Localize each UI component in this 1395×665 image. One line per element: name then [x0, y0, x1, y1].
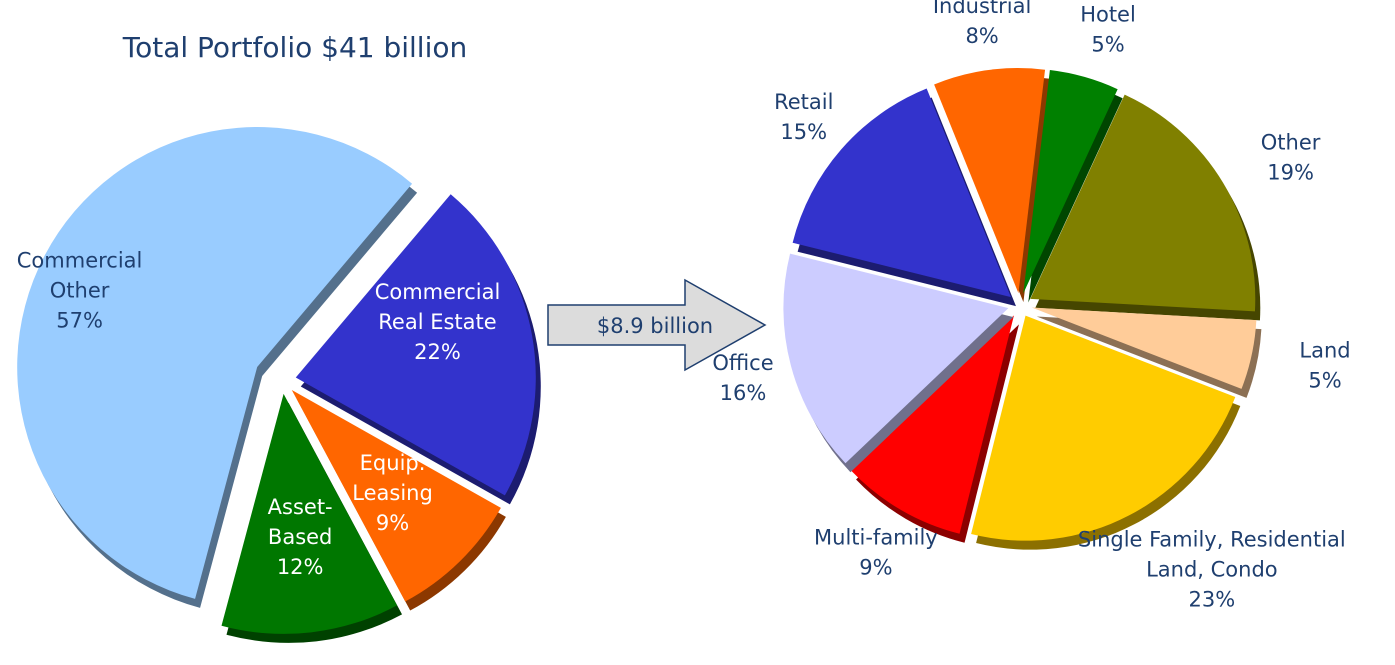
slice — [971, 315, 1236, 541]
slice — [295, 194, 536, 496]
value-label: 9% — [859, 556, 892, 580]
value-label: 16% — [720, 381, 767, 405]
value-label: 9% — [376, 511, 409, 535]
slice-label: Multi-family — [814, 526, 938, 550]
slice-label: Hotel — [1080, 2, 1136, 26]
slice — [1030, 94, 1256, 312]
slice-label: Equip. Leasing — [352, 451, 433, 505]
value-label: 19% — [1267, 160, 1314, 184]
value-label: 15% — [780, 120, 827, 144]
slice-label: Retail — [774, 90, 833, 114]
slice-label: Commercial Real Estate — [375, 280, 501, 334]
slice-label: Asset-Based — [268, 495, 333, 549]
slice — [792, 88, 1011, 298]
slice-label: Commercial Other — [17, 248, 143, 302]
slice — [17, 127, 413, 599]
slice — [851, 315, 1014, 534]
slice-label: Land — [1299, 339, 1350, 363]
value-label: 5% — [1091, 32, 1124, 56]
value-label: 57% — [56, 308, 103, 332]
arrow-label: $8.9 billion — [597, 314, 713, 338]
value-label: 22% — [414, 340, 461, 364]
slice — [1031, 307, 1257, 389]
value-label: 12% — [277, 555, 324, 579]
value-label: 5% — [1308, 369, 1341, 393]
value-label: 23% — [1189, 587, 1236, 611]
arrow — [547, 278, 767, 372]
slice — [783, 253, 1009, 464]
slice — [221, 393, 398, 634]
slice — [934, 68, 1046, 294]
slice-label: Office — [712, 351, 773, 375]
slice — [291, 390, 501, 602]
slice-label: Other — [1261, 130, 1321, 154]
slice — [1023, 70, 1118, 294]
value-label: 8% — [965, 24, 998, 48]
slice-label: Industrial — [933, 0, 1032, 18]
slice-label: Single Family, Residential Land, Condo — [1078, 527, 1346, 581]
chart-title: Total Portfolio $41 billion — [122, 31, 468, 64]
